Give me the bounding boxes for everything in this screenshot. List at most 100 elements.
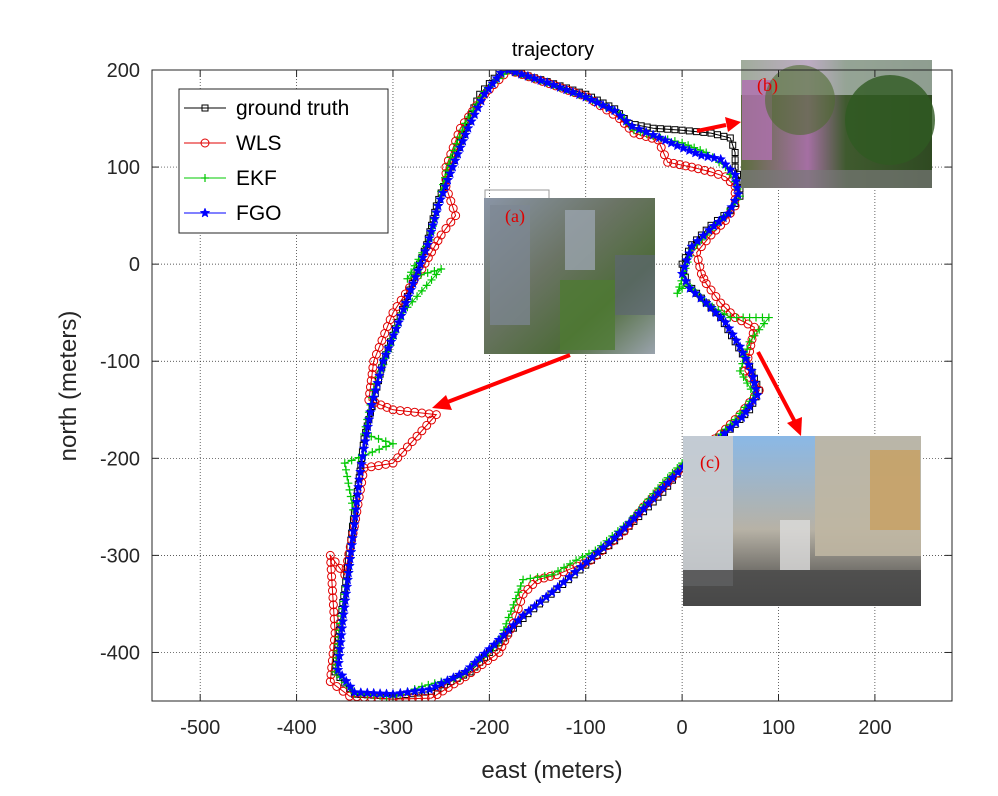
data-point bbox=[748, 395, 759, 406]
data-point bbox=[686, 241, 698, 252]
data-point bbox=[700, 297, 712, 308]
data-point bbox=[730, 175, 742, 186]
inset-label-b: (b) bbox=[757, 75, 778, 96]
data-point bbox=[436, 677, 447, 689]
data-point bbox=[498, 629, 510, 640]
data-point bbox=[393, 453, 403, 463]
data-point bbox=[685, 127, 693, 135]
data-point bbox=[407, 268, 416, 277]
x-tick-label: -400 bbox=[277, 717, 317, 739]
data-point bbox=[731, 182, 743, 193]
data-point bbox=[628, 512, 640, 524]
legend-label: FGO bbox=[236, 202, 282, 225]
y-tick-label: -200 bbox=[100, 448, 140, 470]
data-point bbox=[344, 479, 353, 488]
data-point bbox=[339, 594, 351, 606]
data-point bbox=[432, 270, 441, 279]
data-point bbox=[633, 507, 645, 519]
data-point bbox=[692, 235, 703, 246]
data-point bbox=[726, 134, 734, 142]
data-point bbox=[516, 581, 525, 590]
data-point bbox=[344, 553, 356, 564]
data-point bbox=[328, 586, 338, 596]
data-point bbox=[749, 377, 760, 388]
data-point bbox=[719, 427, 730, 439]
data-point bbox=[720, 316, 731, 327]
data-point bbox=[405, 284, 417, 295]
data-point bbox=[705, 302, 717, 313]
data-point bbox=[710, 307, 722, 318]
legend-marker bbox=[201, 104, 209, 112]
data-point bbox=[541, 76, 553, 88]
data-point bbox=[652, 487, 664, 498]
data-point bbox=[344, 560, 355, 571]
data-point bbox=[430, 241, 440, 251]
data-point bbox=[517, 609, 529, 621]
data-point bbox=[357, 450, 369, 461]
data-point bbox=[522, 70, 534, 81]
data-point bbox=[427, 693, 437, 701]
data-point bbox=[453, 130, 463, 140]
data-point bbox=[363, 413, 375, 425]
data-point bbox=[512, 614, 524, 626]
arrow-to-a bbox=[444, 353, 571, 405]
legend-entry: WLS bbox=[184, 132, 282, 155]
data-point bbox=[511, 594, 520, 603]
data-point bbox=[435, 193, 447, 205]
data-point bbox=[466, 115, 477, 127]
data-point bbox=[415, 258, 426, 269]
data-point bbox=[581, 556, 592, 567]
data-point bbox=[693, 255, 703, 265]
data-point bbox=[726, 201, 738, 212]
data-point bbox=[350, 503, 362, 515]
legend: ground truth WLS EKF FGO bbox=[178, 88, 389, 234]
data-point bbox=[410, 407, 420, 417]
y-axis-label: north (meters) bbox=[55, 311, 82, 462]
x-tick-label: 200 bbox=[858, 717, 891, 739]
data-point bbox=[368, 363, 378, 373]
data-point bbox=[339, 601, 350, 613]
data-point bbox=[429, 213, 441, 224]
annotation-arrows bbox=[432, 117, 802, 436]
data-point bbox=[656, 142, 666, 152]
data-point bbox=[708, 220, 720, 231]
data-point bbox=[671, 140, 683, 151]
data-point bbox=[633, 123, 645, 134]
data-point bbox=[341, 581, 353, 592]
data-point bbox=[693, 164, 703, 174]
data-point bbox=[493, 634, 505, 645]
data-point bbox=[706, 285, 716, 295]
data-point bbox=[440, 180, 451, 192]
y-tick-label: 0 bbox=[129, 254, 140, 276]
data-point bbox=[526, 574, 535, 583]
data-point bbox=[374, 461, 384, 471]
data-point bbox=[413, 292, 422, 301]
data-point bbox=[623, 517, 635, 528]
legend-marker bbox=[201, 174, 209, 182]
legend-marker bbox=[200, 138, 210, 148]
data-point bbox=[739, 373, 748, 382]
data-point bbox=[388, 439, 397, 448]
data-point bbox=[345, 546, 357, 557]
data-point bbox=[715, 153, 727, 164]
data-point bbox=[423, 268, 432, 277]
data-point bbox=[347, 456, 356, 465]
data-point bbox=[460, 129, 471, 140]
data-point bbox=[662, 477, 674, 488]
data-point bbox=[368, 448, 377, 457]
data-point bbox=[469, 109, 481, 120]
data-point bbox=[558, 576, 569, 587]
data-point bbox=[523, 584, 533, 594]
data-point bbox=[422, 239, 434, 250]
data-point bbox=[678, 126, 686, 134]
data-point bbox=[523, 605, 535, 616]
data-point bbox=[449, 154, 461, 166]
data-point bbox=[427, 219, 439, 230]
data-point bbox=[730, 334, 742, 346]
legend-label: ground truth bbox=[236, 97, 349, 120]
data-point bbox=[395, 406, 405, 416]
arrowhead-c bbox=[787, 417, 802, 436]
data-point bbox=[329, 614, 339, 624]
data-point bbox=[578, 553, 587, 562]
data-point bbox=[743, 379, 752, 388]
